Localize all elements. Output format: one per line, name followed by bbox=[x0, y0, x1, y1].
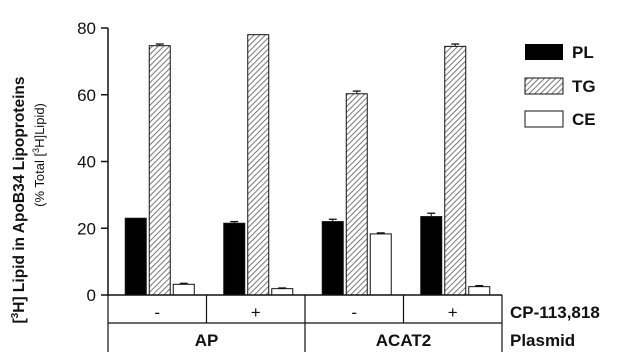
legend-label-pl: PL bbox=[572, 43, 594, 62]
treatment-cell: + bbox=[448, 303, 458, 322]
treatment-cell: + bbox=[251, 303, 261, 322]
y-axis-subtitle: (% Total [3H]Lipid) bbox=[31, 103, 47, 207]
bar-tg bbox=[444, 45, 467, 296]
bar-pl bbox=[420, 216, 443, 296]
bar-tg bbox=[345, 93, 368, 296]
legend-label-ce: CE bbox=[572, 110, 596, 129]
y-tick-label: 40 bbox=[77, 153, 96, 172]
y-tick-label: 80 bbox=[77, 19, 96, 38]
legend-swatch-tg bbox=[524, 77, 564, 95]
legend: PL TG CE bbox=[524, 43, 596, 129]
bar-ce bbox=[271, 288, 294, 296]
bar-tg bbox=[247, 34, 270, 296]
treatment-cell: - bbox=[351, 303, 357, 322]
plasmid-cell: ACAT2 bbox=[376, 331, 431, 350]
treatment-cell: - bbox=[154, 303, 160, 322]
bar-pl bbox=[223, 222, 246, 296]
bar-ce bbox=[172, 283, 195, 296]
row-label-cp113818: CP-113,818 bbox=[510, 303, 600, 322]
row-label-plasmid: Plasmid bbox=[510, 331, 575, 350]
legend-swatch-pl bbox=[525, 44, 563, 60]
plasmid-cell: AP bbox=[195, 331, 219, 350]
bar-pl bbox=[124, 217, 147, 296]
bar-ce bbox=[369, 233, 392, 296]
bar-pl bbox=[321, 221, 344, 296]
y-tick-label: 20 bbox=[77, 219, 96, 238]
y-tick-label: 0 bbox=[87, 286, 96, 305]
legend-label-tg: TG bbox=[572, 77, 596, 96]
bar-ce bbox=[468, 286, 491, 296]
legend-swatch-ce bbox=[524, 110, 564, 128]
bar-tg bbox=[148, 45, 171, 296]
y-tick-label: 60 bbox=[77, 86, 96, 105]
y-axis-title: [3H] Lipid in ApoB34 Lipoproteins bbox=[10, 77, 28, 324]
